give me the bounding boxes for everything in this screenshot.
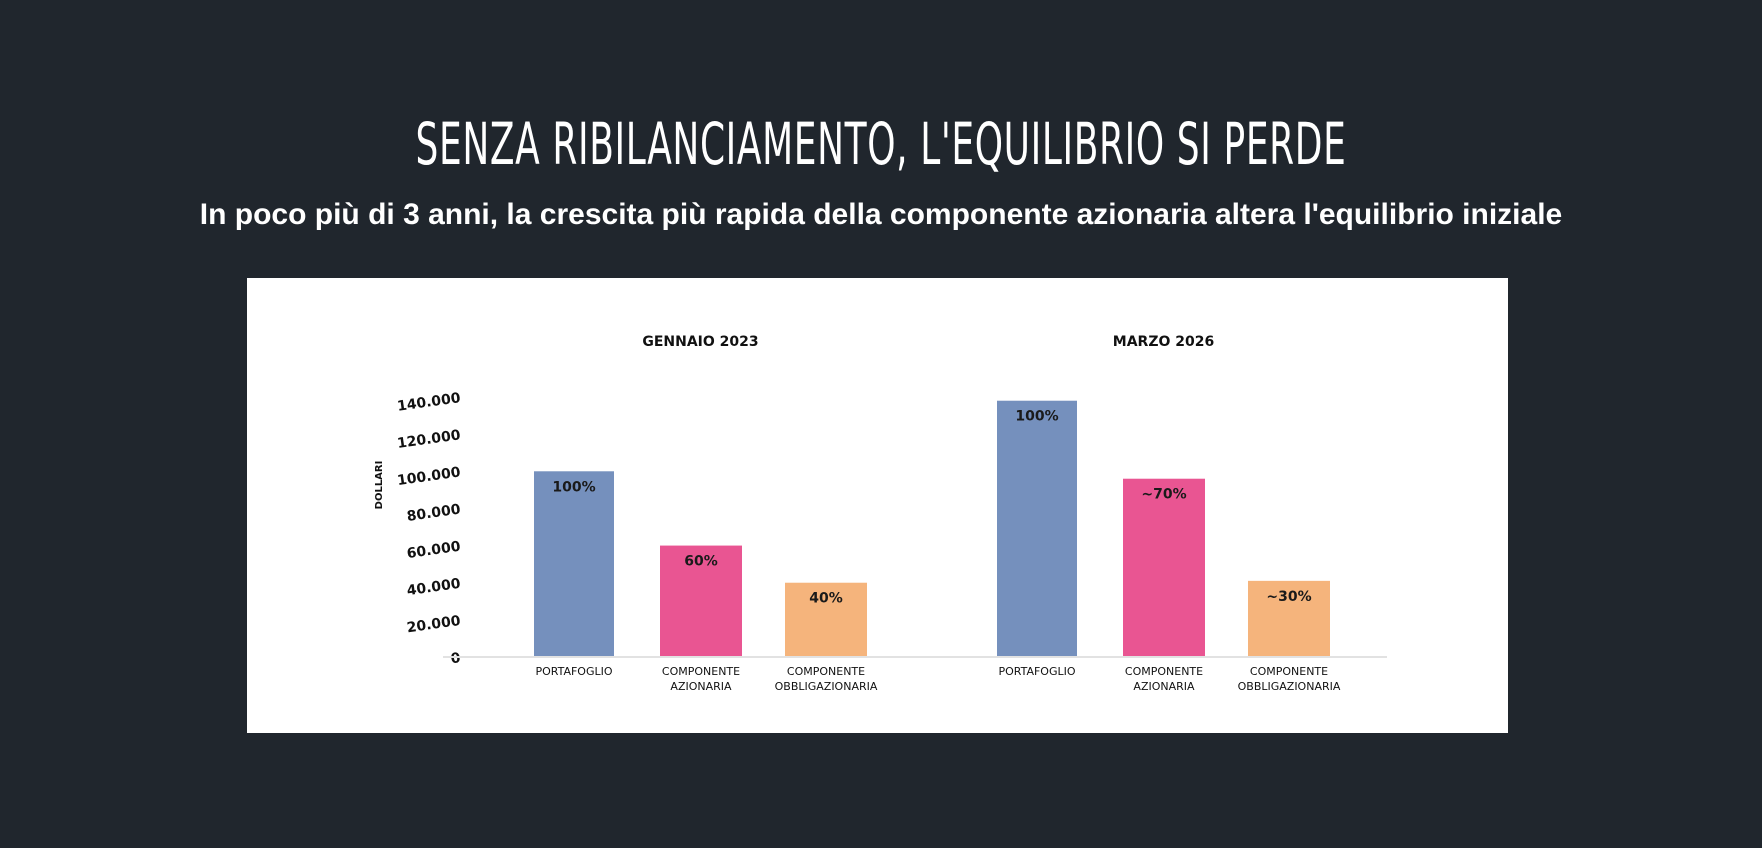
category-label: PORTAFOGLIO [535,665,612,678]
chart-panel: GENNAIO 2023 100% PORTAFOGLIO 60% COMPONENTE… [534,334,878,693]
y-tick-label: 60.000 [406,539,462,562]
y-tick-label: 120.000 [396,427,462,452]
y-axis: 0 20.000 40.000 60.000 80.000 100.000 120.000 1… [374,390,462,667]
y-axis-title: DOLLARI [374,461,385,510]
y-tick-label: 40.000 [406,576,462,599]
y-tick-label: 20.000 [406,613,462,636]
page-subtitle: In poco più di 3 anni, la crescita più r… [199,198,1563,231]
bar-value-label: 60% [684,554,718,570]
bar [1248,580,1330,657]
category-label: AZIONARIA [1133,680,1195,693]
chart-card: 0 20.000 40.000 60.000 80.000 100.000 120.000 1… [247,278,1508,733]
chart-panel: MARZO 2026 100% PORTAFOGLIO ~70% COMPONENTE A… [997,334,1341,693]
bar-chart: 0 20.000 40.000 60.000 80.000 100.000 120.000 1… [374,334,1387,693]
bar-value-label: 100% [552,479,595,495]
bar-value-label: ~30% [1266,589,1311,605]
category-label: COMPONENTE [1250,665,1328,678]
bar [997,400,1077,657]
panel-title: GENNAIO 2023 [642,334,758,350]
bar [534,471,614,657]
chart-panels: GENNAIO 2023 100% PORTAFOGLIO 60% COMPONENTE… [534,334,1341,693]
category-label: COMPONENTE [1125,665,1203,678]
bar [1123,478,1205,657]
category-label: OBBLIGAZIONARIA [1238,680,1341,693]
category-label: COMPONENTE [662,665,740,678]
bar [785,582,867,657]
category-label: COMPONENTE [787,665,865,678]
y-tick-label: 0 [450,650,462,667]
category-label: OBBLIGAZIONARIA [775,680,878,693]
category-label: AZIONARIA [670,680,732,693]
y-tick-label: 80.000 [406,502,462,525]
panel-title: MARZO 2026 [1113,334,1214,350]
bar-value-label: 40% [809,591,843,607]
bar-value-label: 100% [1015,409,1058,425]
category-label: PORTAFOGLIO [998,665,1075,678]
bar-value-label: ~70% [1141,487,1186,503]
y-tick-label: 140.000 [396,390,462,415]
page-title: SENZA RIBILANCIAMENTO, L'EQUILIBRIO SI P… [415,110,1347,178]
y-tick-label: 100.000 [396,464,462,489]
bar [660,545,742,657]
